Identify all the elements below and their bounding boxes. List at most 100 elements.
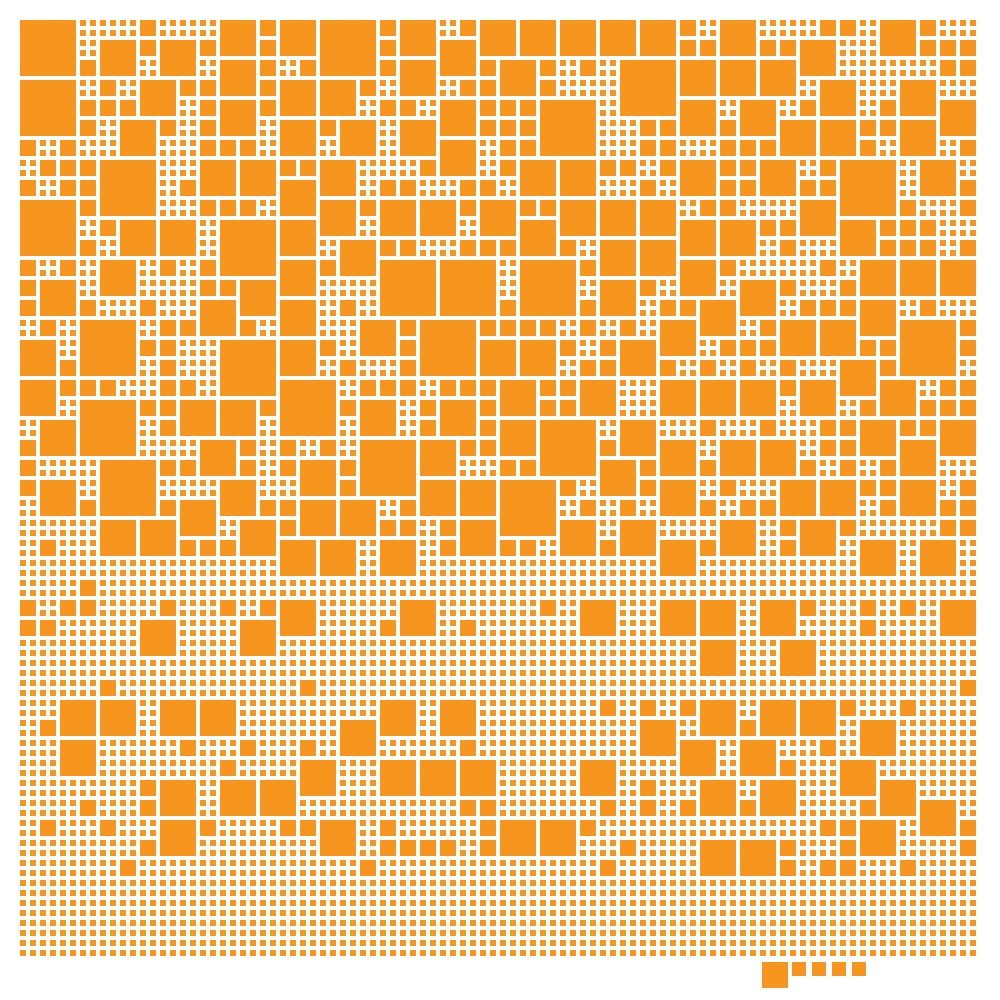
tile [960, 730, 966, 736]
tile [270, 710, 276, 716]
tile [380, 90, 386, 96]
tile [20, 910, 26, 916]
tile [770, 360, 776, 366]
tile [730, 420, 736, 426]
tile [870, 100, 876, 106]
tile [940, 940, 946, 946]
tile [480, 650, 486, 656]
tile [80, 160, 96, 176]
tile [790, 890, 796, 896]
tile [870, 930, 876, 936]
tile [620, 730, 626, 736]
tile [310, 650, 316, 656]
tile [940, 900, 946, 906]
tile [460, 760, 496, 796]
tile [180, 380, 196, 396]
tile [910, 900, 916, 906]
tile [940, 790, 946, 796]
tile [810, 850, 816, 856]
tile [930, 590, 936, 596]
tile [750, 780, 756, 786]
tile [120, 790, 126, 796]
tile [820, 910, 826, 916]
tile [90, 670, 96, 676]
tile [970, 940, 976, 946]
tile [110, 660, 116, 666]
tile [620, 800, 626, 806]
tile [320, 720, 326, 726]
tile [150, 700, 156, 706]
tile [710, 820, 716, 826]
tile [210, 790, 216, 796]
tile [40, 800, 46, 806]
tile [100, 660, 106, 666]
tile [260, 700, 266, 706]
tile [430, 810, 436, 816]
tile [90, 650, 96, 656]
tile [850, 670, 856, 676]
tile [210, 770, 216, 776]
tile [480, 400, 496, 416]
tile [840, 540, 846, 546]
tile [590, 280, 596, 286]
tile [940, 220, 946, 226]
tile [270, 850, 276, 856]
tile [590, 890, 596, 896]
tile [270, 680, 276, 686]
tile [970, 860, 976, 866]
tile [210, 480, 216, 486]
tile [270, 470, 276, 476]
tile [800, 860, 806, 866]
tile [970, 560, 976, 566]
tile [900, 700, 916, 716]
tile [880, 90, 886, 96]
tile [340, 480, 356, 496]
tile [310, 900, 316, 906]
tile [690, 890, 696, 896]
tile [140, 700, 146, 706]
tile [500, 120, 516, 136]
tile [570, 330, 576, 336]
tile [370, 100, 376, 106]
tile [450, 610, 456, 616]
tile [590, 650, 596, 656]
tile [40, 520, 46, 526]
tile [80, 480, 86, 486]
tile [520, 220, 556, 256]
tile [860, 70, 866, 76]
tile [870, 80, 876, 86]
tile [870, 920, 876, 926]
tile [400, 360, 416, 376]
tile [440, 660, 446, 666]
tile [260, 840, 266, 846]
tile [70, 690, 76, 696]
tile [40, 560, 46, 566]
tile [660, 580, 666, 586]
tile [720, 120, 736, 136]
tile [370, 710, 376, 716]
tile [60, 650, 66, 656]
tile [180, 490, 186, 496]
tile [400, 580, 406, 586]
tile [530, 790, 536, 796]
tile [300, 800, 306, 806]
tile [790, 920, 796, 926]
tile [570, 610, 576, 616]
tile [180, 350, 186, 356]
tile [20, 160, 26, 166]
tile [40, 680, 46, 686]
tile [70, 670, 76, 676]
tile [200, 880, 206, 886]
tile [680, 860, 686, 866]
tile [330, 150, 336, 156]
tile [550, 760, 556, 766]
tile [670, 910, 676, 916]
tile [460, 220, 466, 226]
tile [440, 640, 446, 646]
tile [90, 50, 96, 56]
tile [710, 350, 716, 356]
tile [840, 660, 846, 666]
tile [340, 940, 346, 946]
tile [360, 710, 366, 716]
tile [280, 20, 316, 56]
